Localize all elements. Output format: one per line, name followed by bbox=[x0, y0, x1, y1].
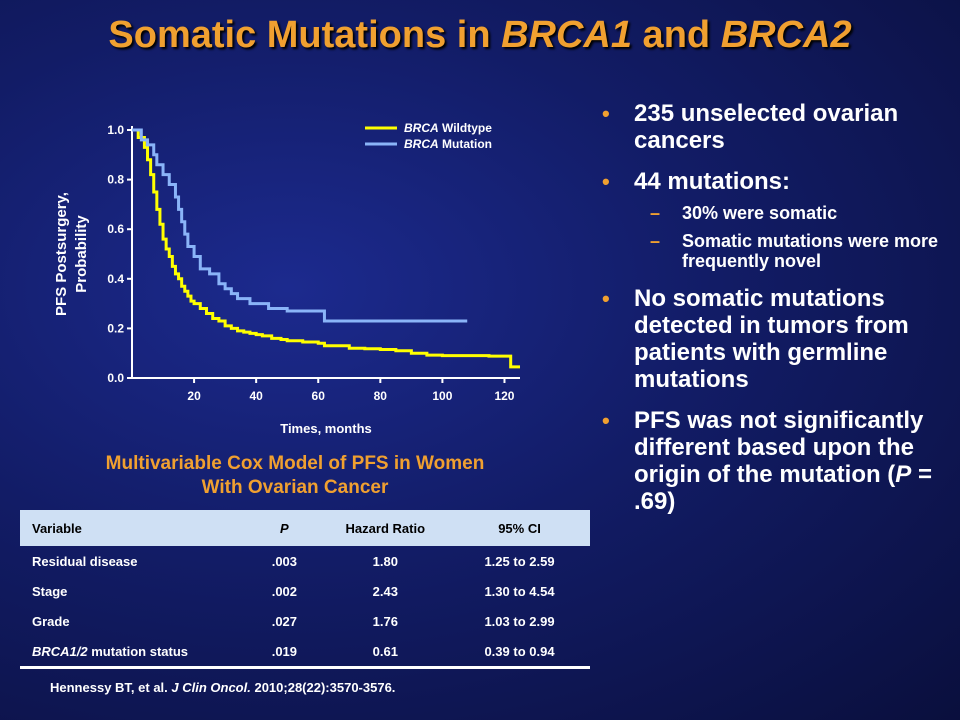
y-tick-label: 1.0 bbox=[107, 123, 124, 137]
bullet-item: • PFS was not significantly different ba… bbox=[598, 407, 950, 515]
citation-journal: J Clin Oncol. bbox=[171, 680, 251, 695]
x-tick-label: 120 bbox=[494, 389, 514, 403]
table-header-row: Variable P Hazard Ratio 95% CI bbox=[20, 510, 590, 546]
series-line-0 bbox=[132, 128, 520, 369]
cox-table-title: Multivariable Cox Model of PFS in Women … bbox=[30, 452, 560, 500]
sub-bullet-text: 30% were somatic bbox=[682, 203, 838, 223]
cell-p: .003 bbox=[271, 553, 298, 569]
cox-title-line1: Multivariable Cox Model of PFS in Women bbox=[105, 453, 485, 474]
chart-lines bbox=[132, 128, 520, 369]
x-tick-label: 100 bbox=[432, 389, 452, 403]
col-ci: 95% CI bbox=[449, 510, 590, 546]
sub-bullet-dash-icon: – bbox=[650, 203, 661, 223]
sub-bullet-dash-icon: – bbox=[650, 231, 661, 251]
cox-model-table: Variable P Hazard Ratio 95% CI Residual … bbox=[20, 510, 590, 669]
x-tick-label: 80 bbox=[374, 389, 388, 403]
col-hazard-ratio: Hazard Ratio bbox=[321, 510, 450, 546]
bullet-text-post: = .69) bbox=[634, 461, 932, 515]
series-line-1 bbox=[132, 128, 468, 323]
sub-bullet-item: – Somatic mutations were more frequently… bbox=[634, 231, 950, 271]
legend-label-rest: Mutation bbox=[439, 137, 492, 151]
cell-variable-rest: mutation status bbox=[87, 643, 189, 659]
table-row: Stage .002 2.43 1.30 to 4.54 bbox=[20, 576, 590, 606]
table-row: BRCA1/2 mutation status .019 0.61 0.39 t… bbox=[20, 636, 590, 669]
citation: Hennessy BT, et al. J Clin Oncol. 2010;2… bbox=[50, 680, 395, 695]
cell-hr: 1.76 bbox=[372, 613, 398, 629]
legend-label-italic: BRCA bbox=[404, 137, 439, 151]
citation-authors: Hennessy BT, et al. bbox=[50, 680, 172, 695]
cell-ci: 1.03 to 2.99 bbox=[484, 613, 555, 629]
y-tick-label: 0.6 bbox=[107, 222, 124, 236]
cell-variable-italic: BRCA1/2 bbox=[32, 643, 88, 659]
y-tick-label: 0.4 bbox=[107, 272, 124, 286]
cell-ci: 0.39 to 0.94 bbox=[449, 636, 590, 669]
cell-variable: Grade bbox=[32, 613, 70, 629]
title-prefix: Somatic Mutations in bbox=[108, 14, 502, 56]
cell-variable: BRCA1/2 mutation status bbox=[20, 636, 248, 669]
bullet-list: • 235 unselected ovarian cancers • 44 mu… bbox=[598, 100, 950, 529]
sub-bullet-item: – 30% were somatic bbox=[634, 203, 950, 223]
bullet-text: No somatic mutations detected in tumors … bbox=[634, 285, 909, 393]
x-tick-label: 20 bbox=[187, 389, 201, 403]
x-tick-label: 40 bbox=[249, 389, 263, 403]
bullet-item: • 44 mutations: – 30% were somatic – Som… bbox=[598, 168, 950, 271]
chart-axes: 0.0 0.2 0.4 0.6 0.8 1.0 20 40 60 80 100 120 Times, m… bbox=[53, 123, 520, 436]
bullet-text: 44 mutations: bbox=[634, 168, 791, 195]
bullet-dot-icon: • bbox=[602, 101, 610, 126]
bullet-dot-icon: • bbox=[602, 286, 610, 311]
y-axis-label-line1: PFS Postsurgery, bbox=[53, 192, 70, 316]
bullet-text-pre: PFS was not significantly different base… bbox=[634, 407, 924, 488]
cell-p: .002 bbox=[271, 583, 298, 599]
cell-p: .019 bbox=[247, 636, 322, 669]
y-tick-label: 0.8 bbox=[107, 173, 124, 187]
x-axis-label: Times, months bbox=[280, 421, 372, 436]
legend-label-italic: BRCA bbox=[404, 121, 439, 135]
citation-details: 2010;28(22):3570-3576. bbox=[250, 680, 396, 695]
bullet-dot-icon: • bbox=[602, 408, 610, 433]
bullet-item: • 235 unselected ovarian cancers bbox=[598, 100, 950, 154]
y-tick-label: 0.2 bbox=[107, 321, 124, 335]
cell-variable: Stage bbox=[32, 583, 68, 599]
table-row: Grade .027 1.76 1.03 to 2.99 bbox=[20, 606, 590, 636]
y-tick-label: 0.0 bbox=[107, 371, 124, 385]
cell-ci: 1.30 to 4.54 bbox=[484, 583, 555, 599]
cox-title-line2: With Ovarian Cancer bbox=[201, 477, 389, 498]
table-row: Residual disease .003 1.80 1.25 to 2.59 bbox=[20, 546, 590, 576]
cell-p: .027 bbox=[271, 613, 298, 629]
cell-hr: 1.80 bbox=[372, 553, 398, 569]
y-axis-label-line2: Probability bbox=[73, 215, 90, 293]
legend-label-rest: Wildtype bbox=[439, 121, 493, 135]
bullet-text: PFS was not significantly different base… bbox=[634, 407, 932, 515]
title-gene2: BRCA2 bbox=[720, 14, 852, 56]
col-p-label: P bbox=[280, 520, 289, 536]
title-mid: and bbox=[632, 14, 721, 56]
x-tick-label: 60 bbox=[312, 389, 326, 403]
cell-variable: Residual disease bbox=[32, 553, 138, 569]
col-p: P bbox=[247, 510, 322, 546]
cell-ci: 1.25 to 2.59 bbox=[484, 553, 555, 569]
bullet-text-p: P bbox=[895, 461, 912, 488]
col-variable: Variable bbox=[20, 510, 248, 546]
cell-hr: 0.61 bbox=[321, 636, 450, 669]
bullet-dot-icon: • bbox=[602, 169, 610, 194]
legend-label-1: BRCA Mutation bbox=[404, 137, 492, 151]
bullet-item: • No somatic mutations detected in tumor… bbox=[598, 285, 950, 393]
slide-title: Somatic Mutations in BRCA1 and BRCA2 bbox=[0, 14, 960, 57]
legend-label-0: BRCA Wildtype bbox=[404, 121, 492, 135]
title-gene1: BRCA1 bbox=[501, 14, 632, 56]
bullet-text: 235 unselected ovarian cancers bbox=[634, 100, 899, 154]
sub-bullet-text: Somatic mutations were more frequently n… bbox=[682, 231, 939, 271]
km-chart: 0.0 0.2 0.4 0.6 0.8 1.0 20 40 60 80 100 120 Times, m… bbox=[53, 121, 520, 436]
cell-hr: 2.43 bbox=[372, 583, 398, 599]
